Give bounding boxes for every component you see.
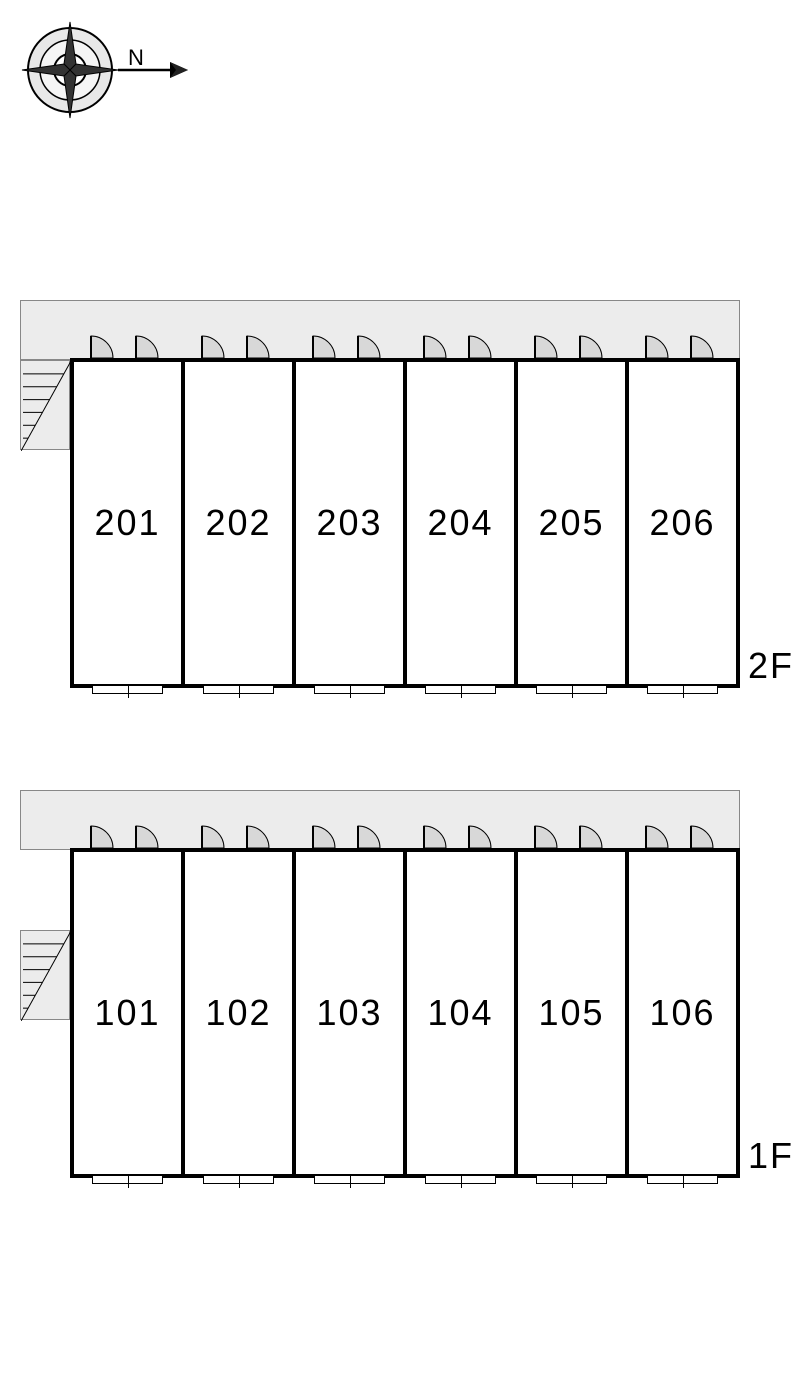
stairs — [20, 360, 70, 450]
units-row: 101 102 103 104 105 106 — [70, 848, 760, 1178]
window-mark — [536, 1176, 607, 1184]
stairs — [20, 930, 70, 1020]
unit-102: 102 — [181, 848, 296, 1178]
unit-101: 101 — [70, 848, 185, 1178]
window-mark — [314, 686, 385, 694]
floor-block-2F: 201 202 203 204 205 206 — [20, 300, 760, 688]
window-mark — [92, 1176, 163, 1184]
unit-label: 105 — [538, 992, 604, 1034]
unit-label: 106 — [649, 992, 715, 1034]
unit-label: 201 — [94, 502, 160, 544]
unit-label: 101 — [94, 992, 160, 1034]
window-mark — [92, 686, 163, 694]
unit-104: 104 — [403, 848, 518, 1178]
unit-label: 202 — [205, 502, 271, 544]
unit-201: 201 — [70, 358, 185, 688]
door-swings — [21, 791, 741, 851]
window-mark — [536, 686, 607, 694]
compass-label: N — [128, 45, 144, 70]
unit-label: 102 — [205, 992, 271, 1034]
compass-rose: N — [20, 20, 190, 125]
unit-205: 205 — [514, 358, 629, 688]
floor-label: 1F — [748, 1135, 794, 1177]
units-row: 201 202 203 204 205 206 — [70, 358, 760, 688]
window-mark — [203, 1176, 274, 1184]
window-mark — [425, 686, 496, 694]
unit-label: 205 — [538, 502, 604, 544]
window-mark — [314, 1176, 385, 1184]
window-mark — [425, 1176, 496, 1184]
unit-label: 203 — [316, 502, 382, 544]
window-mark — [203, 686, 274, 694]
floor-block-1F: 101 102 103 104 105 106 — [20, 790, 760, 1178]
unit-103: 103 — [292, 848, 407, 1178]
unit-label: 103 — [316, 992, 382, 1034]
unit-106: 106 — [625, 848, 740, 1178]
unit-204: 204 — [403, 358, 518, 688]
corridor — [20, 300, 740, 360]
unit-206: 206 — [625, 358, 740, 688]
unit-202: 202 — [181, 358, 296, 688]
door-swings — [21, 301, 741, 361]
window-mark — [647, 1176, 718, 1184]
unit-label: 104 — [427, 992, 493, 1034]
corridor — [20, 790, 740, 850]
floor-label: 2F — [748, 645, 794, 687]
window-mark — [647, 686, 718, 694]
unit-label: 206 — [649, 502, 715, 544]
unit-105: 105 — [514, 848, 629, 1178]
unit-label: 204 — [427, 502, 493, 544]
unit-203: 203 — [292, 358, 407, 688]
